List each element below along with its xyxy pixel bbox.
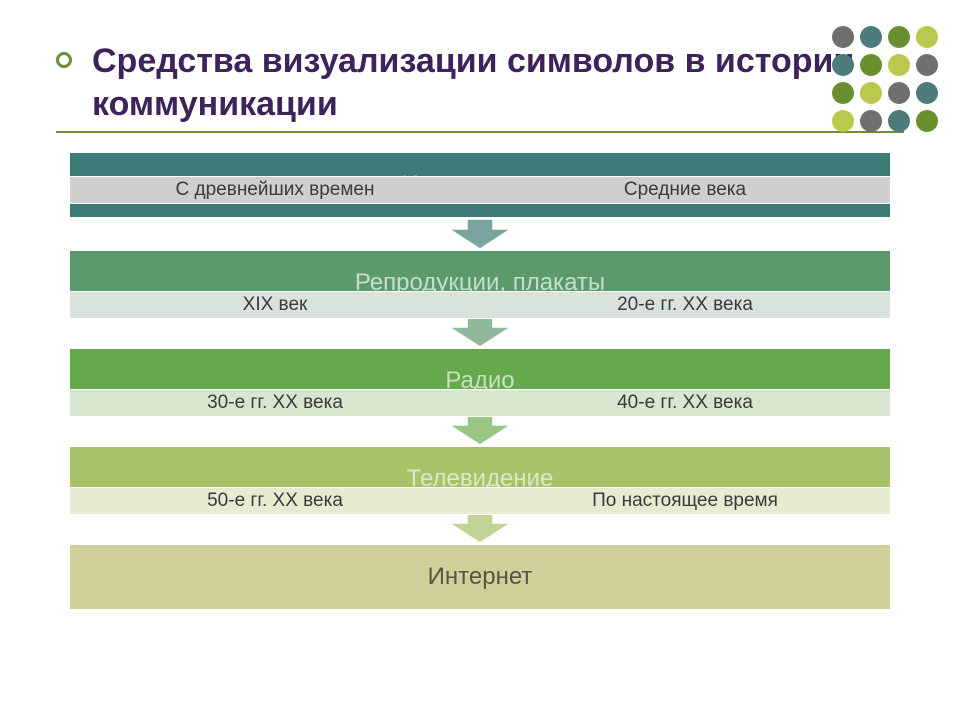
decorative-dot	[888, 26, 910, 48]
stage-period-left: С древнейших времен	[70, 177, 480, 203]
decorative-dot	[860, 26, 882, 48]
stage-period-left: 50-е гг. XX века	[70, 488, 480, 514]
stage-period-row: 50-е гг. XX векаПо настоящее время	[70, 487, 890, 515]
stage-arrow-icon	[70, 415, 890, 445]
stage-block: Телевидение50-е гг. XX векаПо настоящее …	[70, 445, 890, 513]
decorative-dot	[888, 54, 910, 76]
stage-period-right: 20-е гг. XX века	[480, 292, 890, 318]
title-bullet-icon	[56, 52, 72, 68]
stage-period-row: 30-е гг. XX века40-е гг. XX века	[70, 389, 890, 417]
decorative-dot	[860, 54, 882, 76]
decorative-dot	[832, 54, 854, 76]
stage-period-row: С древнейших временСредние века	[70, 176, 890, 204]
decorative-dot	[916, 26, 938, 48]
stage-period-left: 30-е гг. XX века	[70, 390, 480, 416]
stage-arrow-icon	[70, 219, 890, 249]
stage-period-left: XIX век	[70, 292, 480, 318]
decorative-dot	[888, 82, 910, 104]
decorative-dot-grid	[830, 24, 940, 134]
slide-title: Средства визуализации символов в истории…	[92, 40, 904, 125]
stage-block: Идолы, иконыС древнейших временСредние в…	[70, 151, 890, 219]
decorative-dot	[916, 82, 938, 104]
decorative-dot	[832, 26, 854, 48]
stage-block: Интернет	[70, 543, 890, 611]
decorative-dot	[832, 110, 854, 132]
stage-period-right: Средние века	[480, 177, 890, 203]
decorative-dot	[860, 110, 882, 132]
slide: Средства визуализации символов в истории…	[0, 0, 960, 720]
decorative-dot	[888, 110, 910, 132]
stage-label: Интернет	[428, 563, 533, 591]
stage-arrow-icon	[70, 317, 890, 347]
title-underline	[56, 131, 904, 133]
decorative-dot	[916, 54, 938, 76]
stage-block: Репродукции, плакатыXIX век20-е гг. XX в…	[70, 249, 890, 317]
process-diagram: Идолы, иконыС древнейших временСредние в…	[70, 151, 890, 611]
title-row: Средства визуализации символов в истории…	[56, 40, 904, 125]
decorative-dot	[860, 82, 882, 104]
decorative-dot	[916, 110, 938, 132]
stage-arrow-icon	[70, 513, 890, 543]
stage-block: Радио30-е гг. XX века40-е гг. XX века	[70, 347, 890, 415]
stage-period-right: По настоящее время	[480, 488, 890, 514]
stage-period-right: 40-е гг. XX века	[480, 390, 890, 416]
stage-period-row: XIX век20-е гг. XX века	[70, 291, 890, 319]
decorative-dot	[832, 82, 854, 104]
